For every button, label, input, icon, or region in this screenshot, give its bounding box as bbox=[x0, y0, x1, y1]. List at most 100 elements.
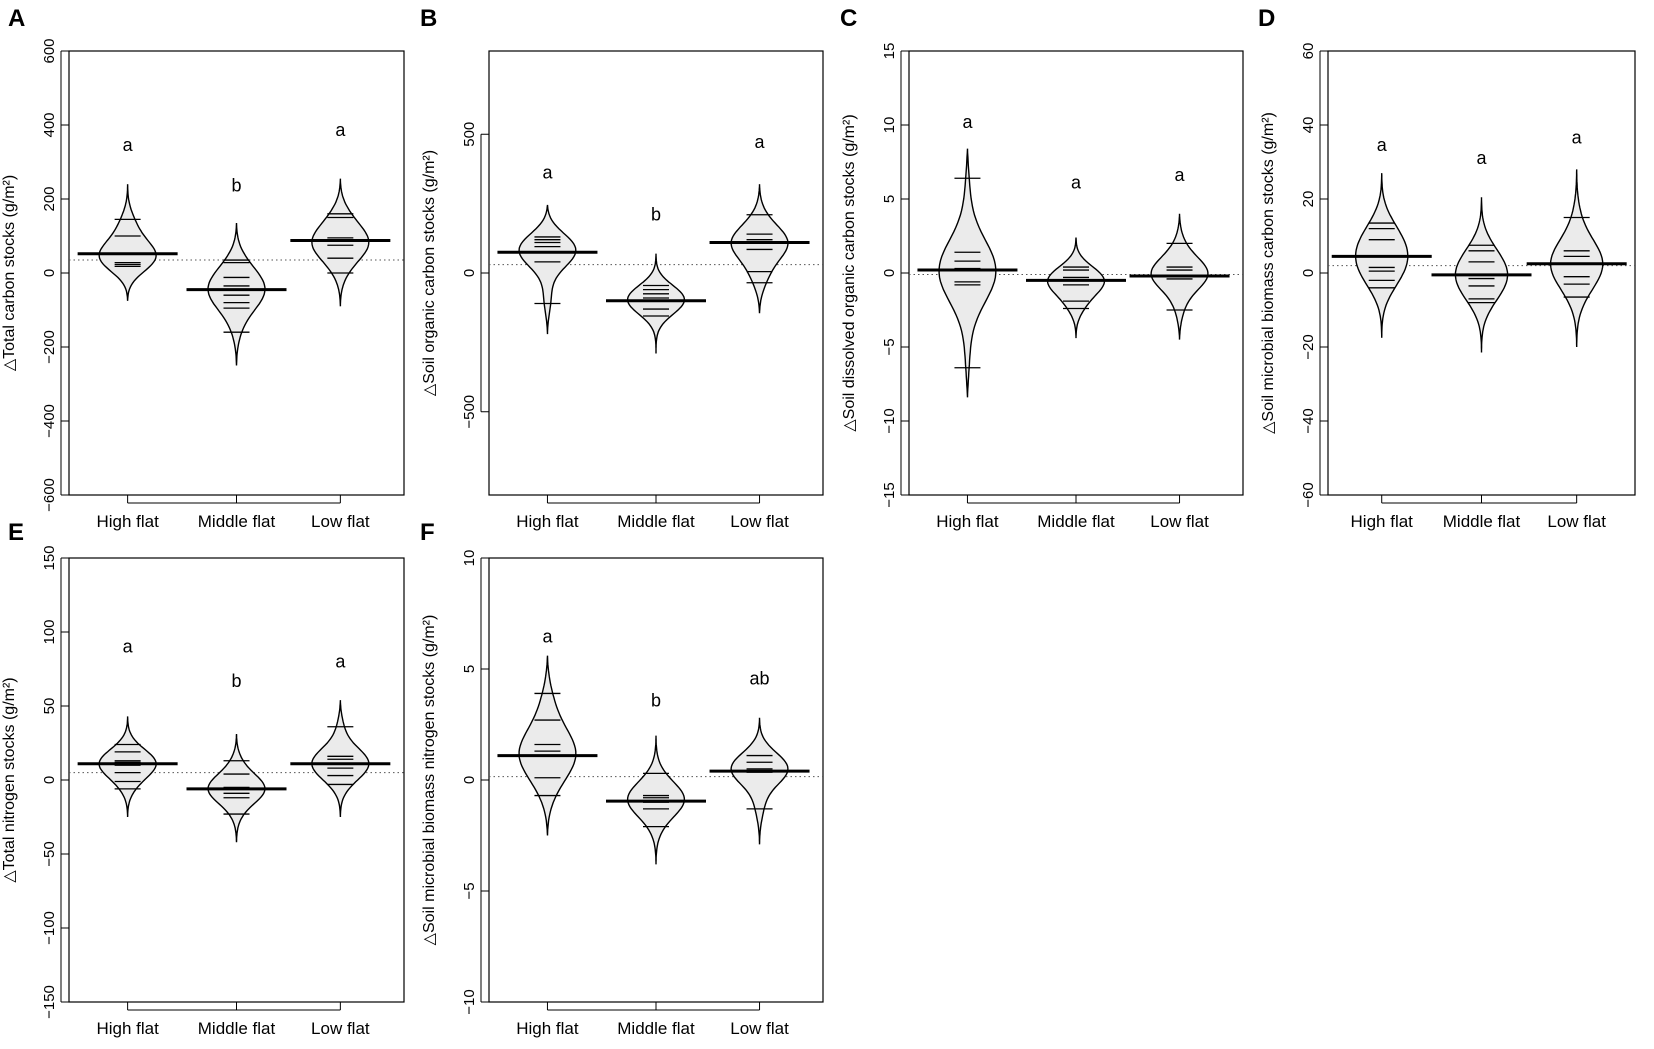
bean-high-flat: High flat a bbox=[497, 626, 598, 1038]
bean-low-flat: Low flat ab bbox=[709, 669, 810, 1038]
panel-label: B bbox=[420, 5, 437, 32]
panel-a: A −600 −400 −200 0 200 400 600 △Total carbon sto… bbox=[1, 5, 405, 531]
x-tick-label: High flat bbox=[936, 512, 999, 531]
bean-low-flat: Low flat a bbox=[709, 132, 810, 531]
y-tick-label: −15 bbox=[881, 482, 898, 507]
significance-letter: a bbox=[962, 112, 973, 132]
y-tick-label: 15 bbox=[881, 43, 898, 60]
x-tick-label: Middle flat bbox=[1037, 512, 1115, 531]
bean-density bbox=[518, 204, 577, 335]
bean-density bbox=[311, 178, 370, 307]
significance-letter: a bbox=[755, 132, 766, 152]
x-tick-label: High flat bbox=[96, 512, 159, 531]
significance-letter: a bbox=[123, 637, 134, 657]
y-axis-title: △Soil microbial biomass nitrogen stocks … bbox=[421, 615, 438, 946]
panel-c: C −15 −10 −5 0 5 10 15 △Soil dissolved organic c… bbox=[840, 5, 1244, 531]
significance-letter: a bbox=[1377, 135, 1388, 155]
y-tick-label: 0 bbox=[1300, 269, 1317, 277]
panel-d: D −60 −40 −20 0 20 40 60 △Soil microbial biomass… bbox=[1258, 5, 1636, 531]
y-tick-label: 5 bbox=[461, 665, 478, 673]
y-axis-title: △Total carbon stocks (g/m²) bbox=[1, 175, 18, 371]
y-tick-label: −400 bbox=[41, 404, 58, 438]
x-tick-label: High flat bbox=[516, 512, 579, 531]
x-tick-label: Low flat bbox=[730, 512, 789, 531]
bean-high-flat: High flat a bbox=[497, 163, 598, 531]
panel-label: C bbox=[840, 5, 857, 32]
x-tick-label: Low flat bbox=[730, 1019, 789, 1038]
x-tick-label: Low flat bbox=[1547, 512, 1606, 531]
bean-middle-flat: Middle flat b bbox=[606, 691, 706, 1038]
y-tick-label: 100 bbox=[41, 619, 58, 644]
bean-middle-flat: Middle flat b bbox=[186, 671, 287, 1038]
panel-label: E bbox=[8, 519, 24, 546]
significance-letter: a bbox=[1071, 173, 1082, 193]
x-tick-label: High flat bbox=[516, 1019, 579, 1038]
bean-density bbox=[311, 700, 370, 818]
y-tick-label: 60 bbox=[1300, 43, 1317, 60]
y-tick-label: −5 bbox=[461, 882, 478, 899]
panel-b: B −500 0 500 △Soil organic carbon stocks (g/… bbox=[420, 5, 824, 531]
y-tick-label: 600 bbox=[41, 38, 58, 63]
y-tick-label: −40 bbox=[1300, 408, 1317, 433]
significance-letter: a bbox=[542, 163, 553, 183]
y-tick-label: −500 bbox=[461, 395, 478, 429]
y-tick-label: −50 bbox=[41, 841, 58, 866]
panel-f: F −10 −5 0 5 10 △Soil microbial biomass nitrog… bbox=[420, 519, 824, 1038]
x-tick-label: Low flat bbox=[311, 1019, 370, 1038]
bean-density bbox=[1549, 169, 1604, 348]
bean-density bbox=[730, 184, 789, 314]
x-tick-label: High flat bbox=[1351, 512, 1414, 531]
bean-middle-flat: Middle flat b bbox=[606, 204, 706, 531]
bean-density bbox=[518, 655, 577, 836]
y-tick-label: 200 bbox=[41, 186, 58, 211]
x-tick-label: Middle flat bbox=[198, 512, 276, 531]
y-tick-label: 40 bbox=[1300, 117, 1317, 134]
bean-middle-flat: Middle flat a bbox=[1431, 148, 1532, 531]
y-axis-title: △Soil microbial biomass carbon stocks (g… bbox=[1260, 112, 1277, 434]
panel-label: A bbox=[8, 5, 25, 32]
panel-label: D bbox=[1258, 5, 1275, 32]
bean-high-flat: High flat a bbox=[77, 135, 178, 531]
y-tick-label: 500 bbox=[461, 122, 478, 147]
y-tick-label: 0 bbox=[41, 776, 58, 784]
y-tick-label: −20 bbox=[1300, 334, 1317, 359]
panel-e: E −150 −100 −50 0 50 100 150 △Total nitrogen sto… bbox=[1, 519, 405, 1038]
significance-letter: a bbox=[542, 626, 553, 646]
significance-letter: b bbox=[231, 176, 241, 196]
x-tick-label: Middle flat bbox=[617, 512, 695, 531]
bean-density bbox=[98, 184, 157, 301]
bean-density bbox=[626, 253, 686, 354]
significance-letter: ab bbox=[750, 669, 770, 689]
y-axis-title: △Total nitrogen stocks (g/m²) bbox=[1, 677, 18, 882]
y-tick-label: −100 bbox=[41, 911, 58, 945]
y-tick-label: 0 bbox=[461, 776, 478, 784]
bean-density bbox=[938, 148, 997, 398]
y-tick-label: 0 bbox=[41, 269, 58, 277]
y-tick-label: −10 bbox=[881, 408, 898, 433]
bean-middle-flat: Middle flat a bbox=[1026, 173, 1126, 531]
x-tick-label: Low flat bbox=[1150, 512, 1209, 531]
bean-low-flat: Low flat a bbox=[1129, 165, 1230, 531]
significance-letter: a bbox=[123, 135, 134, 155]
significance-letter: a bbox=[335, 652, 346, 672]
y-tick-label: 400 bbox=[41, 112, 58, 137]
bean-high-flat: High flat a bbox=[917, 112, 1018, 531]
y-tick-label: 0 bbox=[461, 269, 478, 277]
bean-density bbox=[730, 717, 789, 845]
bean-high-flat: High flat a bbox=[1331, 135, 1432, 531]
y-tick-label: −5 bbox=[881, 338, 898, 355]
y-tick-label: −10 bbox=[461, 989, 478, 1014]
bean-high-flat: High flat a bbox=[77, 637, 178, 1038]
bean-density bbox=[98, 716, 157, 818]
panel-label: F bbox=[420, 519, 435, 546]
bean-density bbox=[207, 222, 266, 366]
y-tick-label: 50 bbox=[41, 698, 58, 715]
significance-letter: a bbox=[1572, 128, 1583, 148]
bean-middle-flat: Middle flat b bbox=[186, 176, 287, 531]
y-tick-label: −60 bbox=[1300, 482, 1317, 507]
y-tick-label: −200 bbox=[41, 330, 58, 364]
bean-low-flat: Low flat a bbox=[1526, 128, 1627, 531]
x-tick-label: Middle flat bbox=[617, 1019, 695, 1038]
y-tick-label: 150 bbox=[41, 545, 58, 570]
